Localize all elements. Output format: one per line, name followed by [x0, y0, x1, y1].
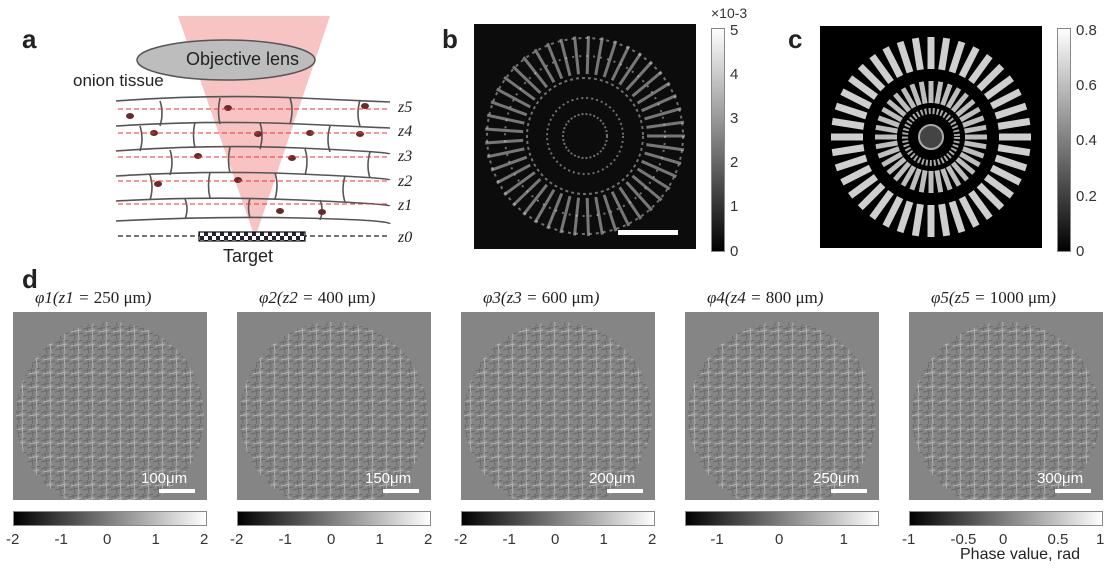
scale-bar-label: 300μm — [1037, 470, 1084, 487]
phase-colorbar-tick: 0 — [103, 531, 112, 548]
panel-b-colorbar — [711, 28, 725, 252]
phase-image — [909, 312, 1103, 510]
objective-lens-label: Objective lens — [186, 49, 300, 69]
panel-c-tick: 0.8 — [1076, 22, 1097, 39]
z4-label: z4 — [398, 123, 413, 140]
onion-tissue-label: onion tissue — [73, 71, 164, 90]
phase-axis-label: Phase value, rad — [960, 546, 1081, 563]
phase-colorbar-tick: 0 — [999, 531, 1008, 548]
phase-colorbar-tick: 1 — [151, 531, 160, 548]
panel-b-image — [474, 24, 696, 249]
phase-colorbar-tick: -1 — [902, 531, 916, 548]
phase-colorbar-tick: 2 — [648, 531, 657, 548]
phase-image — [13, 312, 207, 510]
panel-b-tick: 4 — [730, 66, 739, 83]
subplot-title: φ3(z3 = 600 μm) — [483, 288, 600, 307]
subplot-title: φ1(z1 = 250 μm) — [35, 288, 152, 307]
phase-colorbar-tick: 1 — [1096, 531, 1105, 548]
phase-image — [461, 312, 655, 510]
panel-c-tick: 0.2 — [1076, 188, 1097, 205]
panel-c-colorbar — [1057, 28, 1071, 252]
phase-colorbar-tick: 0 — [551, 531, 560, 548]
scale-bar-label: 250μm — [813, 470, 860, 487]
phase-colorbar-tick: 2 — [200, 531, 209, 548]
z0-label: z0 — [398, 229, 413, 246]
subplot-title: φ4(z4 = 800 μm) — [707, 288, 824, 307]
panel-c-tick: 0.4 — [1076, 132, 1097, 149]
phase-image — [237, 312, 431, 510]
panel-c-tick: 0 — [1076, 243, 1085, 260]
phase-colorbar — [685, 511, 879, 526]
objective-lens-icon — [136, 39, 316, 81]
phase-colorbar — [909, 511, 1103, 526]
phase-colorbar-tick: -2 — [6, 531, 20, 548]
phase-colorbar-tick: 1 — [375, 531, 384, 548]
z1-label: z1 — [398, 197, 413, 214]
phase-colorbar-tick: 0 — [327, 531, 336, 548]
z5-label: z5 — [398, 99, 413, 116]
target-icon — [198, 231, 306, 242]
panel-d-letter: d — [22, 264, 38, 294]
panel-b-letter: b — [442, 24, 458, 54]
phase-colorbar-tick: -2 — [454, 531, 468, 548]
phase-colorbar-tick: 1 — [599, 531, 608, 548]
panel-b-tick: 3 — [730, 110, 739, 127]
panel-b-colorbar-exponent: ×10-3 — [711, 5, 748, 21]
phase-colorbar — [13, 511, 207, 526]
phase-colorbar-tick: -1 — [502, 531, 516, 548]
subplot-title: φ2(z2 = 400 μm) — [259, 288, 376, 307]
phase-colorbar-tick: 0 — [775, 531, 784, 548]
panel-b-tick: 1 — [730, 198, 739, 215]
phase-colorbar — [237, 511, 431, 526]
scale-bar-label: 150μm — [365, 470, 412, 487]
z3-label: z3 — [398, 148, 413, 165]
phase-colorbar-tick: 1 — [839, 531, 848, 548]
focal-planes — [118, 108, 390, 205]
panel-c-letter: c — [788, 24, 803, 54]
phase-colorbar — [461, 511, 655, 526]
target-label: Target — [223, 246, 274, 266]
onion-tissue-cells — [115, 95, 391, 225]
scale-bar-label: 100μm — [141, 470, 188, 487]
panel-a-schematic — [115, 16, 391, 242]
phase-image — [685, 312, 879, 510]
phase-colorbar-tick: -1 — [278, 531, 292, 548]
panel-b-tick: 0 — [730, 243, 739, 260]
phase-colorbar-tick: 2 — [424, 531, 433, 548]
phase-colorbar-tick: -2 — [230, 531, 244, 548]
phase-colorbar-tick: 0.5 — [1047, 531, 1069, 548]
panel-b-tick: 2 — [730, 154, 739, 171]
panel-c-image — [820, 26, 1042, 248]
phase-colorbar-tick: -1 — [710, 531, 724, 548]
panel-a-letter: a — [22, 24, 37, 54]
z2-label: z2 — [398, 173, 413, 190]
phase-colorbar-tick: -0.5 — [950, 531, 977, 548]
panel-b-tick: 5 — [730, 22, 739, 39]
panel-c-tick: 0.6 — [1076, 77, 1097, 94]
phase-colorbar-tick: -1 — [54, 531, 68, 548]
scale-bar-label: 200μm — [589, 470, 636, 487]
subplot-title: φ5(z5 = 1000 μm) — [931, 288, 1056, 307]
